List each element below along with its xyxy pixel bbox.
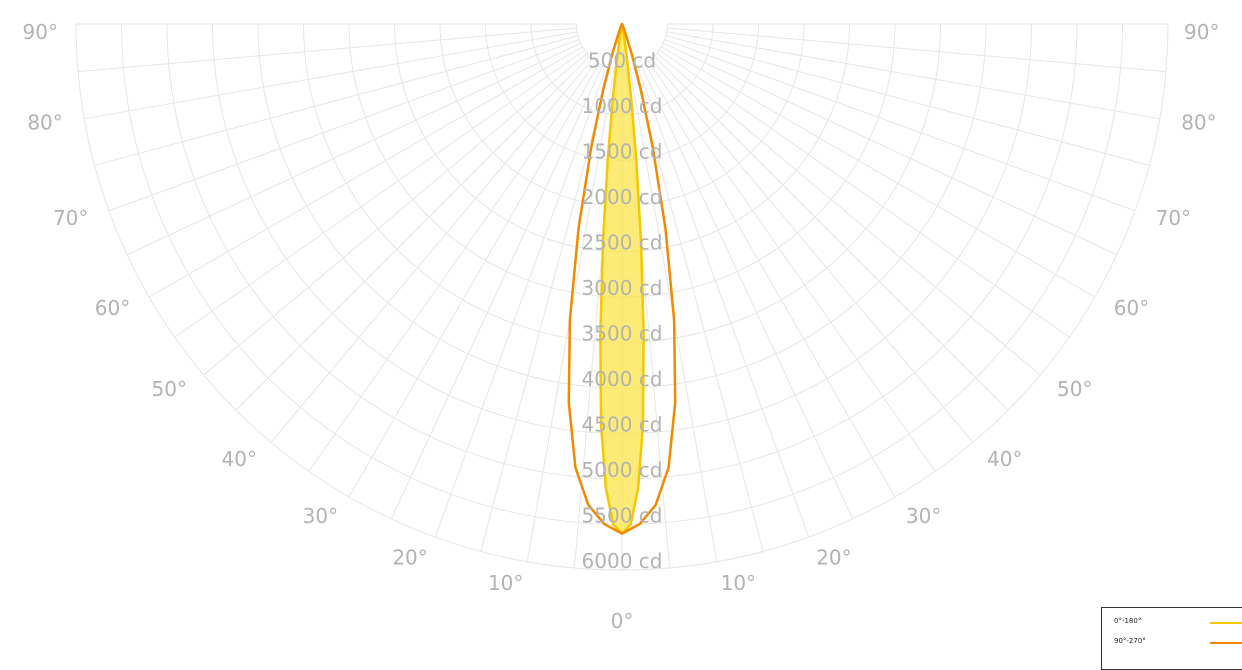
legend-item: 90°-270°	[1102, 634, 1242, 654]
legend-item: 0°-180°	[1102, 614, 1242, 634]
series-line	[567, 22, 677, 535]
grid-spoke	[661, 46, 1096, 298]
grid-spoke	[644, 63, 896, 498]
angle-tick-label: 50°	[1057, 377, 1092, 401]
angle-tick-label: 50°	[152, 377, 187, 401]
grid-spoke	[667, 27, 1166, 73]
radial-tick-label: 5500 cd	[582, 504, 663, 528]
legend-label: 90°-270°	[1114, 637, 1146, 645]
grid-spoke	[664, 39, 1136, 212]
angle-tick-label: 70°	[1156, 206, 1191, 230]
grid-spoke	[203, 52, 588, 376]
angle-tick-label: 40°	[987, 447, 1022, 471]
grid-spoke	[653, 55, 1009, 411]
radial-tick-label: 500 cd	[588, 49, 656, 73]
grid-spoke	[148, 46, 583, 298]
legend: 0°-180° 90°-270°	[1101, 607, 1242, 670]
legend-swatch	[1210, 642, 1242, 644]
grid-spoke	[174, 49, 586, 338]
radial-tick-label: 6000 cd	[582, 549, 663, 573]
grid-spoke	[650, 58, 974, 443]
angle-tick-label: 20°	[816, 546, 851, 570]
angle-tick-label: 60°	[1114, 296, 1149, 320]
grid-spoke	[270, 58, 594, 443]
grid-spokes	[76, 23, 1168, 570]
grid-spoke	[633, 67, 764, 552]
legend-label: 0°-180°	[1114, 617, 1142, 625]
angle-tick-label: 20°	[392, 546, 427, 570]
grid-spoke	[84, 31, 578, 120]
radial-tick-label: 4000 cd	[582, 367, 663, 391]
radial-tick-label: 5000 cd	[582, 458, 663, 482]
grid-spoke	[434, 66, 607, 538]
grid-spoke	[663, 42, 1118, 256]
grid-spoke	[665, 35, 1150, 166]
grid-spoke	[480, 67, 611, 552]
grid-spoke	[666, 31, 1160, 120]
radial-tick-label: 3500 cd	[582, 322, 663, 346]
grid-spoke	[235, 55, 591, 411]
grid-spoke	[637, 66, 810, 538]
angle-tick-label: 60°	[95, 296, 130, 320]
angle-tick-label: 90°	[1184, 20, 1219, 44]
grid-spoke	[647, 60, 936, 472]
angle-tick-label: 70°	[53, 206, 88, 230]
radial-tick-label: 1000 cd	[582, 94, 663, 118]
radial-tick-label: 4500 cd	[582, 413, 663, 437]
grid-spoke	[640, 65, 854, 520]
grid-spoke	[108, 39, 580, 212]
angle-tick-label: 80°	[27, 111, 62, 135]
angle-tick-label: 30°	[906, 504, 941, 528]
radial-tick-label: 2000 cd	[582, 185, 663, 209]
angle-tick-label: 10°	[488, 571, 523, 595]
angle-tick-label: 90°	[23, 20, 58, 44]
angle-tick-label: 0°	[611, 609, 634, 633]
angle-tick-label: 10°	[721, 571, 756, 595]
radial-tick-label: 1500 cd	[582, 140, 663, 164]
grid-spoke	[390, 65, 604, 520]
grid-spoke	[126, 42, 581, 256]
grid-spoke	[348, 63, 600, 498]
grid-spoke	[658, 49, 1070, 338]
legend-swatch	[1210, 622, 1242, 624]
radial-labels: 500 cd 1000 cd 1500 cd 2000 cd 2500 cd 3000 c…	[582, 49, 663, 574]
angle-tick-label: 40°	[222, 447, 257, 471]
angle-tick-label: 30°	[303, 504, 338, 528]
angle-labels: 90° 80° 70° 60° 50° 40° 30° 20° 10° 90° 80° 70° 60° 5…	[23, 20, 1220, 633]
radial-tick-label: 2500 cd	[582, 231, 663, 255]
grid-spoke	[308, 60, 597, 472]
grid-spoke	[78, 27, 577, 73]
series-layer	[567, 22, 677, 535]
radial-tick-label: 3000 cd	[582, 276, 663, 300]
grid-spoke	[94, 35, 579, 166]
grid-spoke	[656, 52, 1041, 376]
angle-tick-label: 80°	[1181, 111, 1216, 135]
